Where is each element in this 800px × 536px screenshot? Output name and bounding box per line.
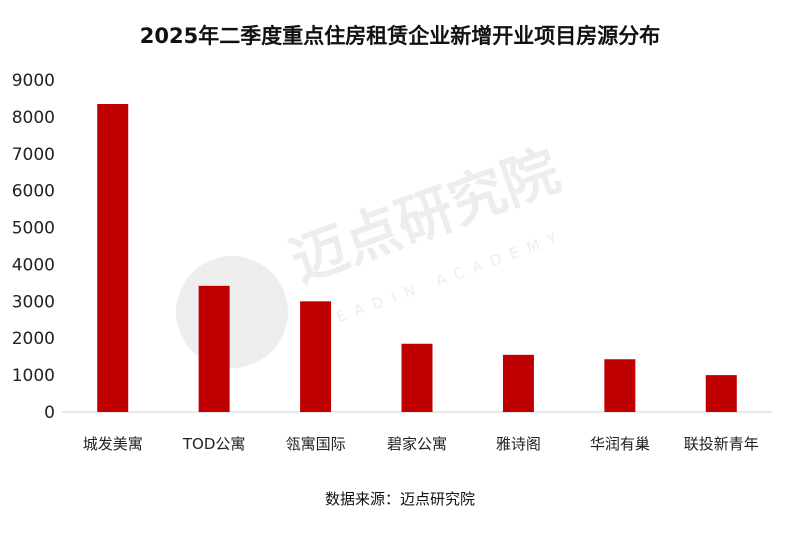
watermark-logo [176,256,288,368]
x-axis-labels: 城发美寓 TOD公寓 瓴寓国际 碧家公寓 雅诗阁 华润有巢 联投新青年 [83,435,759,453]
y-axis: 0 1000 2000 3000 4000 5000 6000 7000 8000 9000 [12,71,55,423]
x-tick-label: TOD公寓 [182,435,246,453]
bar [198,285,230,412]
chart-title: 2025年二季度重点住房租赁企业新增开业项目房源分布 [139,24,661,48]
bar [705,375,737,412]
x-tick-label: 城发美寓 [83,435,143,453]
watermark-text: 迈点研究院 [283,138,568,295]
x-tick-label: 碧家公寓 [387,435,447,453]
y-tick-label: 3000 [12,292,55,312]
bar [604,359,636,412]
y-tick-label: 6000 [12,182,55,202]
x-tick-label: 雅诗阁 [496,435,541,453]
y-tick-label: 2000 [12,329,55,349]
bar [502,354,534,412]
y-tick-label: 8000 [12,108,55,128]
y-tick-label: 7000 [12,145,55,165]
y-tick-label: 4000 [12,255,55,275]
x-tick-label: 华润有巢 [590,435,650,453]
y-tick-label: 5000 [12,219,55,239]
y-tick-label: 9000 [12,71,55,91]
bar [97,103,129,412]
source-note: 数据来源：迈点研究院 [324,490,475,508]
x-tick-label: 联投新青年 [684,435,759,453]
y-tick-label: 1000 [12,366,55,386]
bar-series [97,103,737,412]
x-tick-label: 瓴寓国际 [286,435,346,453]
y-tick-label: 0 [44,403,55,423]
bar [401,343,433,412]
bar [300,301,332,412]
watermark: 迈点研究院 MEADIN ACADEMY [176,138,568,368]
